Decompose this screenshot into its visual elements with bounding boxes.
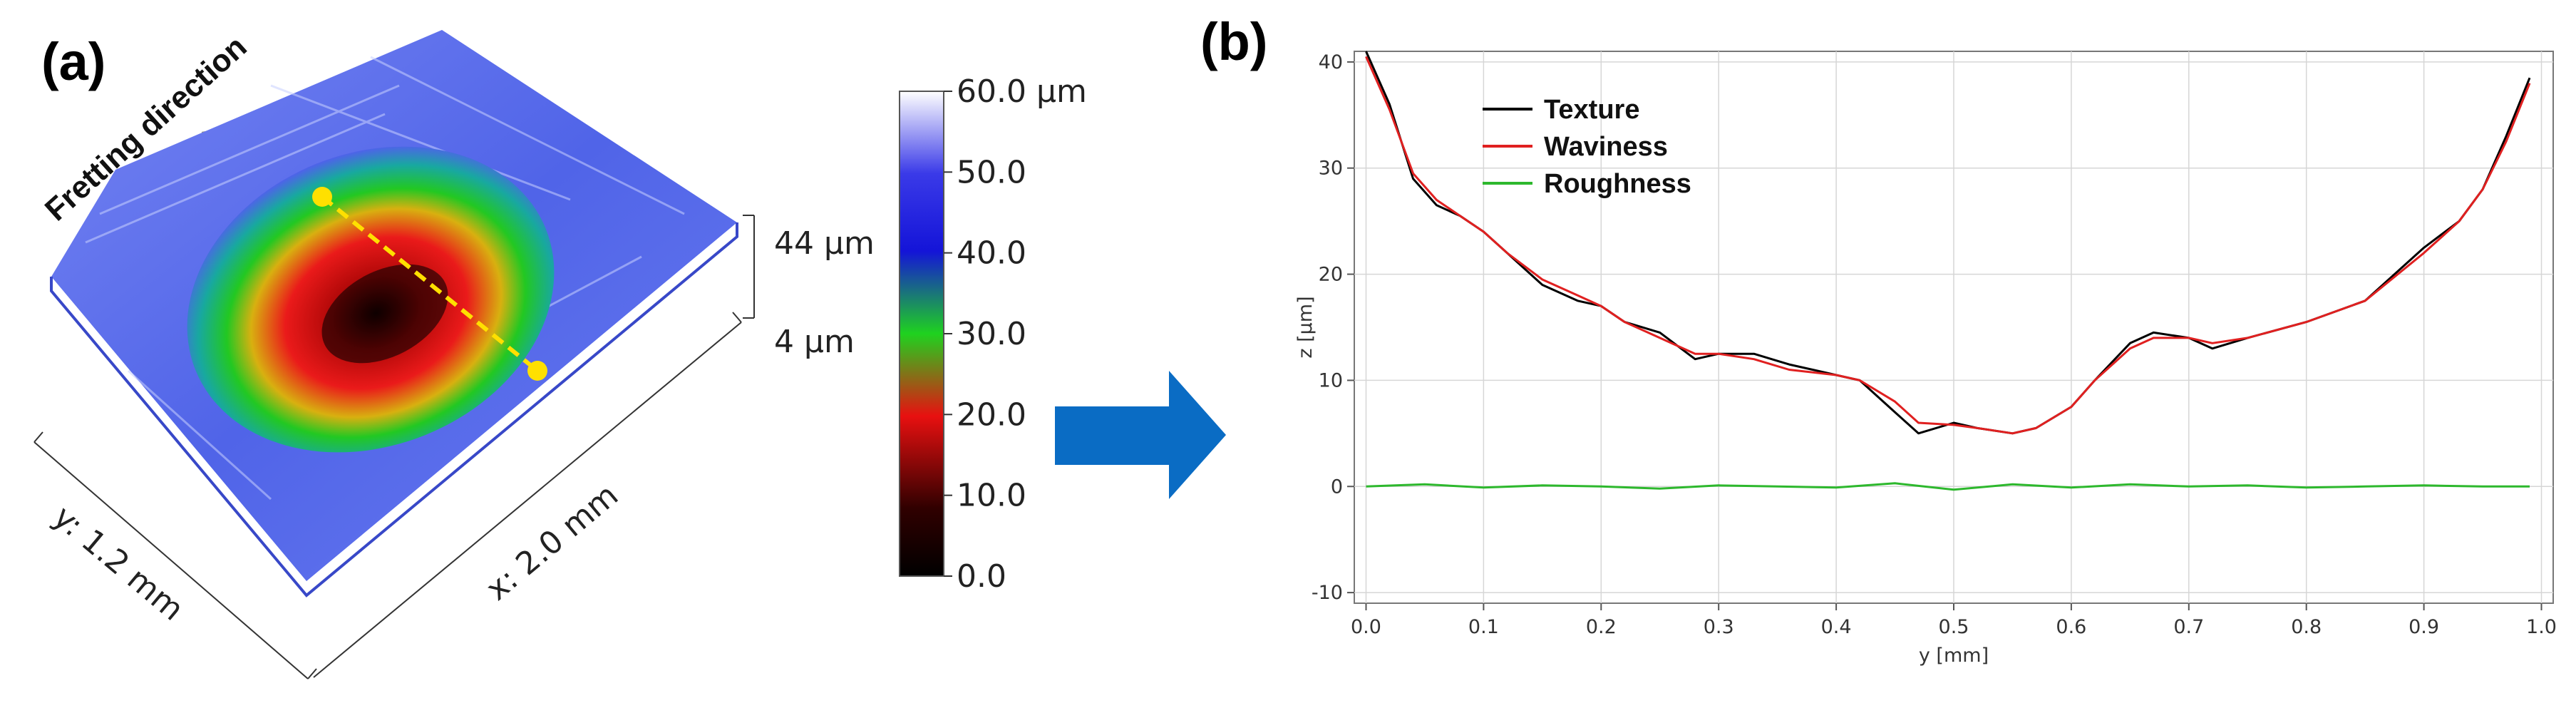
legend-entry-texture: Texture: [1544, 95, 1639, 125]
connector-arrow-icon: [1055, 371, 1226, 499]
y-tick-label: 30: [1319, 158, 1343, 180]
x-tick-label: 0.0: [1351, 616, 1381, 638]
x-tick-label: 0.8: [2291, 616, 2322, 638]
colorbar-ticks: 60.0 µm 50.0 40.0 30.0 20.0 10.0 0.0: [944, 73, 1087, 595]
profile-end-marker: [527, 361, 547, 381]
colorbar-tick-label: 10.0: [957, 478, 1026, 514]
x-tick-label: 0.2: [1586, 616, 1617, 638]
legend-entry-waviness: Waviness: [1544, 132, 1668, 162]
x-axis-title: y [mm]: [1919, 645, 1989, 667]
x-tick-label: 0.9: [2408, 616, 2439, 638]
panel-a-label: (a): [41, 32, 105, 91]
colorbar: [899, 91, 944, 577]
x-tick-label: 0.6: [2056, 616, 2086, 638]
panel-b-label: (b): [1200, 12, 1268, 71]
y-tick-label: -10: [1312, 582, 1343, 604]
scale-bottom-label: 4 µm: [774, 324, 855, 360]
profile-chart: 0.0 0.1 0.2 0.3 0.4 0.5 0.6 0.7 0.8 0.9 1.0 -10 0 10 2…: [1294, 51, 2557, 667]
x-tick-label: 0.3: [1704, 616, 1734, 638]
scale-top-label: 44 µm: [774, 225, 875, 262]
colorbar-tick-label: 0.0: [957, 558, 1006, 595]
x-dimension-line: [313, 322, 742, 678]
colorbar-tick-label: 50.0: [957, 154, 1026, 190]
profile-line: [321, 195, 539, 373]
profile-start-marker: [312, 187, 332, 207]
y-tick-label: 10: [1319, 369, 1343, 391]
x-tick-label: 0.7: [2173, 616, 2204, 638]
colorbar-tick-label: 60.0 µm: [957, 73, 1087, 110]
x-dimension-label: x: 2.0 mm: [479, 477, 625, 607]
panel-a: (a) Fretting direction: [34, 29, 1087, 679]
x-tick-label: 0.1: [1468, 616, 1499, 638]
y-dimension-label: y: 1.2 mm: [46, 498, 190, 627]
x-tick-label: 0.4: [1821, 616, 1852, 638]
surface-3d-plot: [50, 30, 738, 598]
legend-entry-roughness: Roughness: [1544, 169, 1691, 199]
series-line-waviness: [1365, 56, 2531, 435]
series-line-roughness: [1366, 482, 2530, 491]
colorbar-tick-label: 30.0: [957, 316, 1026, 352]
y-tick-label: 20: [1319, 264, 1343, 286]
y-dimension-line: [34, 441, 309, 679]
y-tick-label: 0: [1331, 476, 1343, 498]
y-axis-title: z [µm]: [1294, 296, 1317, 358]
colorbar-tick-label: 40.0: [957, 235, 1026, 272]
y-tick-label: 40: [1319, 51, 1343, 73]
x-tick-label: 1.0: [2526, 616, 2557, 638]
colorbar-tick-label: 20.0: [957, 396, 1026, 433]
panel-b: (b) 0.0 0.1 0.2 0.3 0.4 0.5 0.6 0.7 0.8 0.9 1.0 -10…: [1200, 12, 2557, 667]
x-tick-label: 0.5: [1939, 616, 1969, 638]
